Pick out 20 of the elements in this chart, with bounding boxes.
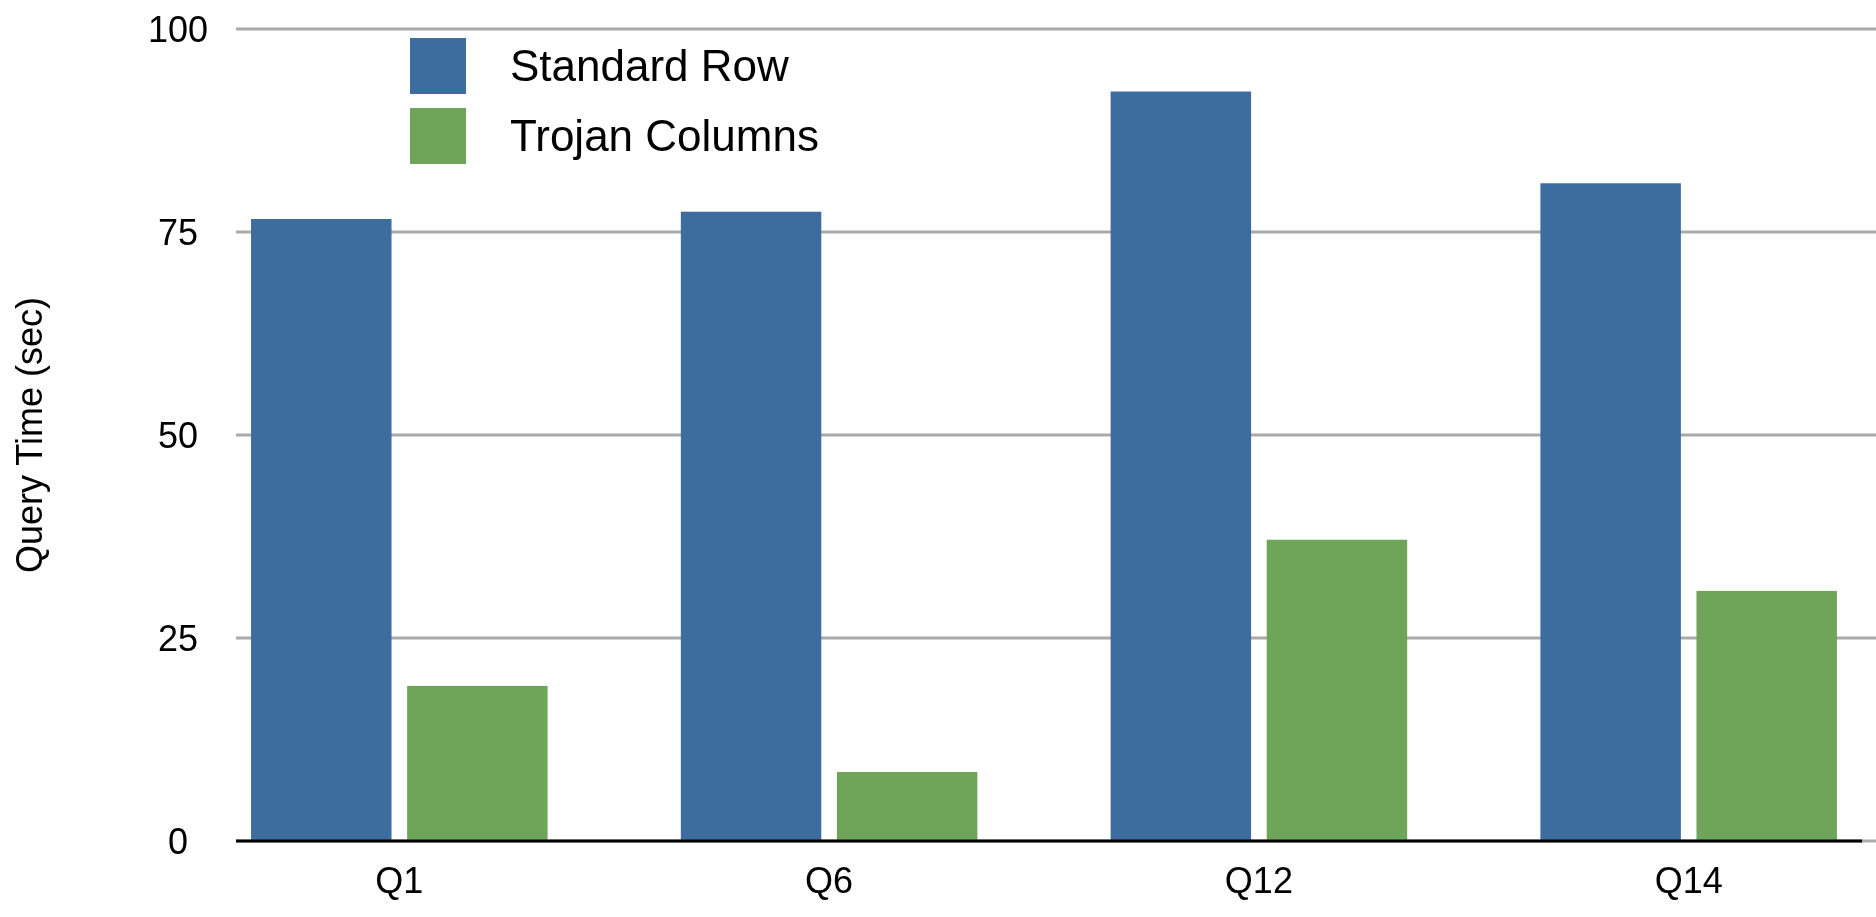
x-tick-label: Q1	[375, 860, 424, 901]
x-tick-label: Q12	[1224, 860, 1293, 901]
bar	[407, 685, 548, 841]
y-axis-title: Query Time (sec)	[9, 296, 50, 574]
y-tick-label: 0	[167, 820, 189, 862]
y-tick-label: 75	[157, 211, 199, 253]
legend-label: Trojan Columns	[510, 111, 819, 161]
bar	[1266, 539, 1408, 841]
bar	[1110, 91, 1252, 841]
x-tick-label: Q6	[805, 860, 854, 901]
bar	[1540, 183, 1681, 841]
y-tick-label: 25	[157, 617, 199, 659]
y-tick-label: 100	[147, 8, 209, 50]
x-tick-label: Q14	[1654, 860, 1723, 901]
bar	[251, 219, 392, 841]
y-tick-label: 50	[157, 414, 199, 456]
legend-label: Standard Row	[510, 41, 790, 91]
bar	[836, 771, 978, 841]
bar	[680, 211, 822, 841]
bar	[1696, 590, 1837, 841]
